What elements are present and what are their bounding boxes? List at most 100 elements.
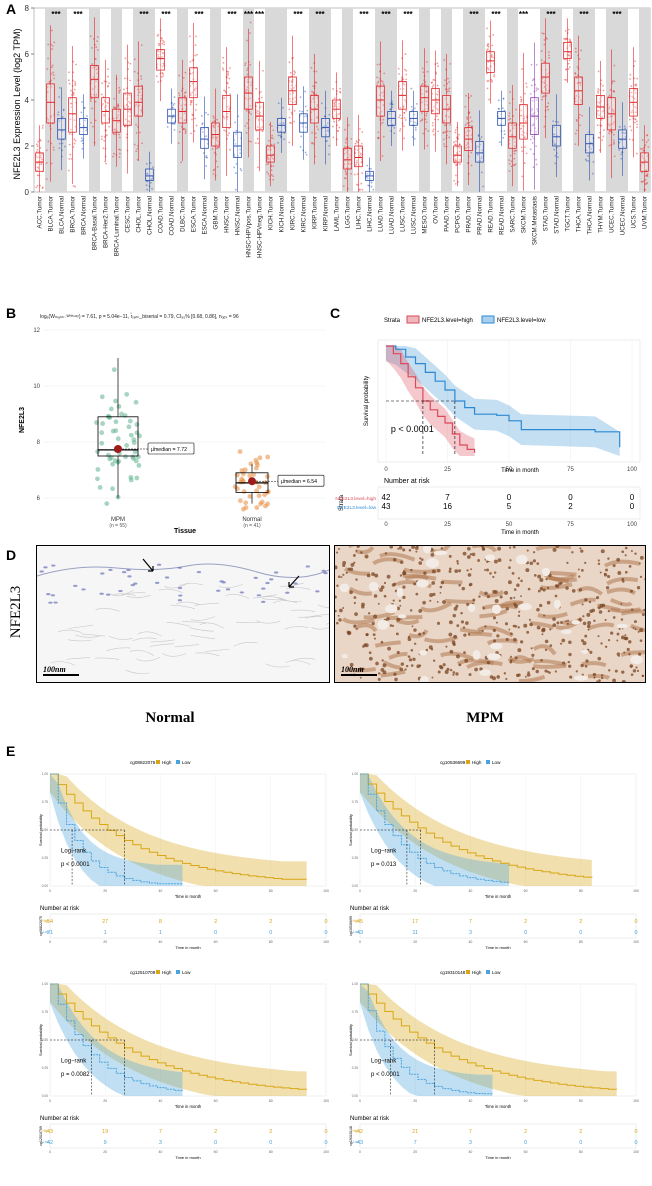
e-risk-table [49, 1123, 327, 1149]
ihc-mpm-nucleus [336, 584, 339, 587]
ihc-mpm-nucleus [568, 664, 572, 668]
e-risk-value-low: 3 [159, 1140, 162, 1146]
e-x-tick-label: 20 [103, 889, 107, 893]
a-point [114, 107, 117, 109]
a-point [430, 81, 433, 84]
a-point [532, 153, 535, 155]
ihc-normal-nucleus [225, 588, 231, 591]
ihc-mpm-nucleus [520, 595, 522, 598]
b-point [110, 486, 115, 492]
a-point [553, 148, 556, 151]
a-point [317, 128, 320, 131]
ihc-mpm-nucleus [517, 673, 521, 677]
a-x-tick-label: ESCA.Normal [202, 196, 209, 235]
a-x-tick-label: UVM.Tumor [642, 196, 649, 229]
e-risk-value-low: 0 [634, 1140, 637, 1146]
a-point [316, 116, 319, 118]
a-point [359, 155, 362, 158]
a-point [50, 29, 53, 32]
e-risk-value-low: 42 [47, 1140, 53, 1146]
a-point [226, 105, 229, 108]
a-point [361, 131, 364, 133]
a-point [146, 173, 149, 175]
a-point [160, 37, 163, 40]
a-point [382, 83, 385, 86]
a-point [355, 161, 358, 164]
a-point [205, 156, 207, 159]
a-point [574, 143, 577, 146]
e-x-tick-label: 40 [158, 1099, 162, 1103]
a-point [249, 32, 251, 34]
a-point [355, 140, 358, 142]
a-box [552, 124, 561, 147]
a-point [290, 111, 293, 114]
ihc-mpm-lumen [425, 558, 440, 568]
a-point [135, 132, 138, 134]
a-point [453, 179, 456, 182]
ihc-mpm-nucleus [456, 562, 460, 565]
a-point [124, 57, 127, 60]
a-point [332, 136, 335, 139]
a-point [173, 102, 176, 105]
ihc-mpm-nucleus [336, 551, 339, 554]
a-point [646, 173, 649, 175]
ihc-mpm-nucleus [605, 568, 609, 572]
e-risk-x-tick: 40 [158, 940, 162, 944]
a-point [501, 107, 504, 110]
a-point [468, 121, 471, 124]
e-x-axis-label: Time in month [485, 1104, 512, 1109]
a-point [184, 129, 187, 131]
a-point [305, 153, 308, 156]
a-point [195, 35, 197, 38]
a-point [301, 125, 304, 128]
a-point [117, 105, 119, 108]
ihc-mpm-nucleus [525, 568, 530, 573]
a-point [529, 93, 532, 95]
e-x-tick-label: 20 [103, 1099, 107, 1103]
a-significance-label: *** [73, 10, 83, 19]
ihc-mpm-nucleus [462, 551, 467, 556]
a-point [246, 86, 249, 89]
a-point [480, 136, 483, 138]
a-point [52, 146, 55, 149]
a-point [180, 161, 182, 164]
ihc-mpm-cord [468, 631, 493, 637]
a-point [267, 157, 270, 160]
ihc-mpm-nucleus [536, 625, 541, 630]
ihc-normal-nucleus [156, 563, 162, 566]
c-risk-value: 0 [507, 493, 512, 502]
a-point [600, 124, 603, 127]
a-point [613, 141, 616, 144]
a-point [68, 82, 71, 85]
ihc-mpm-nucleus [452, 613, 457, 618]
ihc-mpm-nucleus [437, 568, 441, 573]
e-risk-value-low: 0 [579, 1140, 582, 1146]
a-point [200, 114, 203, 117]
e-y-axis-label: Survival probability [349, 1024, 353, 1056]
a-point [414, 126, 417, 129]
a-point [226, 82, 229, 85]
ihc-mpm-nucleus [484, 591, 488, 596]
a-point [113, 107, 116, 110]
a-point [635, 84, 638, 87]
a-shade-band [617, 8, 628, 192]
e-y-axis-label: Survival probability [39, 1024, 43, 1056]
ihc-mpm-nucleus [524, 675, 527, 678]
a-point [379, 117, 382, 120]
a-box [420, 85, 429, 112]
ihc-mpm-nucleus [377, 602, 380, 605]
a-point [493, 73, 496, 76]
a-point [207, 113, 210, 116]
ihc-mpm-nucleus [641, 674, 645, 677]
a-x-tick-label: MESO.Tumor [422, 196, 429, 234]
a-point [576, 65, 579, 68]
ihc-mpm-nucleus [579, 547, 582, 550]
ihc-mpm-nucleus [474, 667, 478, 672]
a-point [532, 166, 535, 169]
a-point [183, 119, 186, 122]
a-significance-label: *** [491, 10, 501, 19]
ihc-mpm-nucleus [386, 616, 390, 621]
ihc-mpm-nucleus [562, 661, 566, 665]
a-point [102, 147, 105, 150]
ihc-mpm-nucleus [399, 604, 402, 607]
